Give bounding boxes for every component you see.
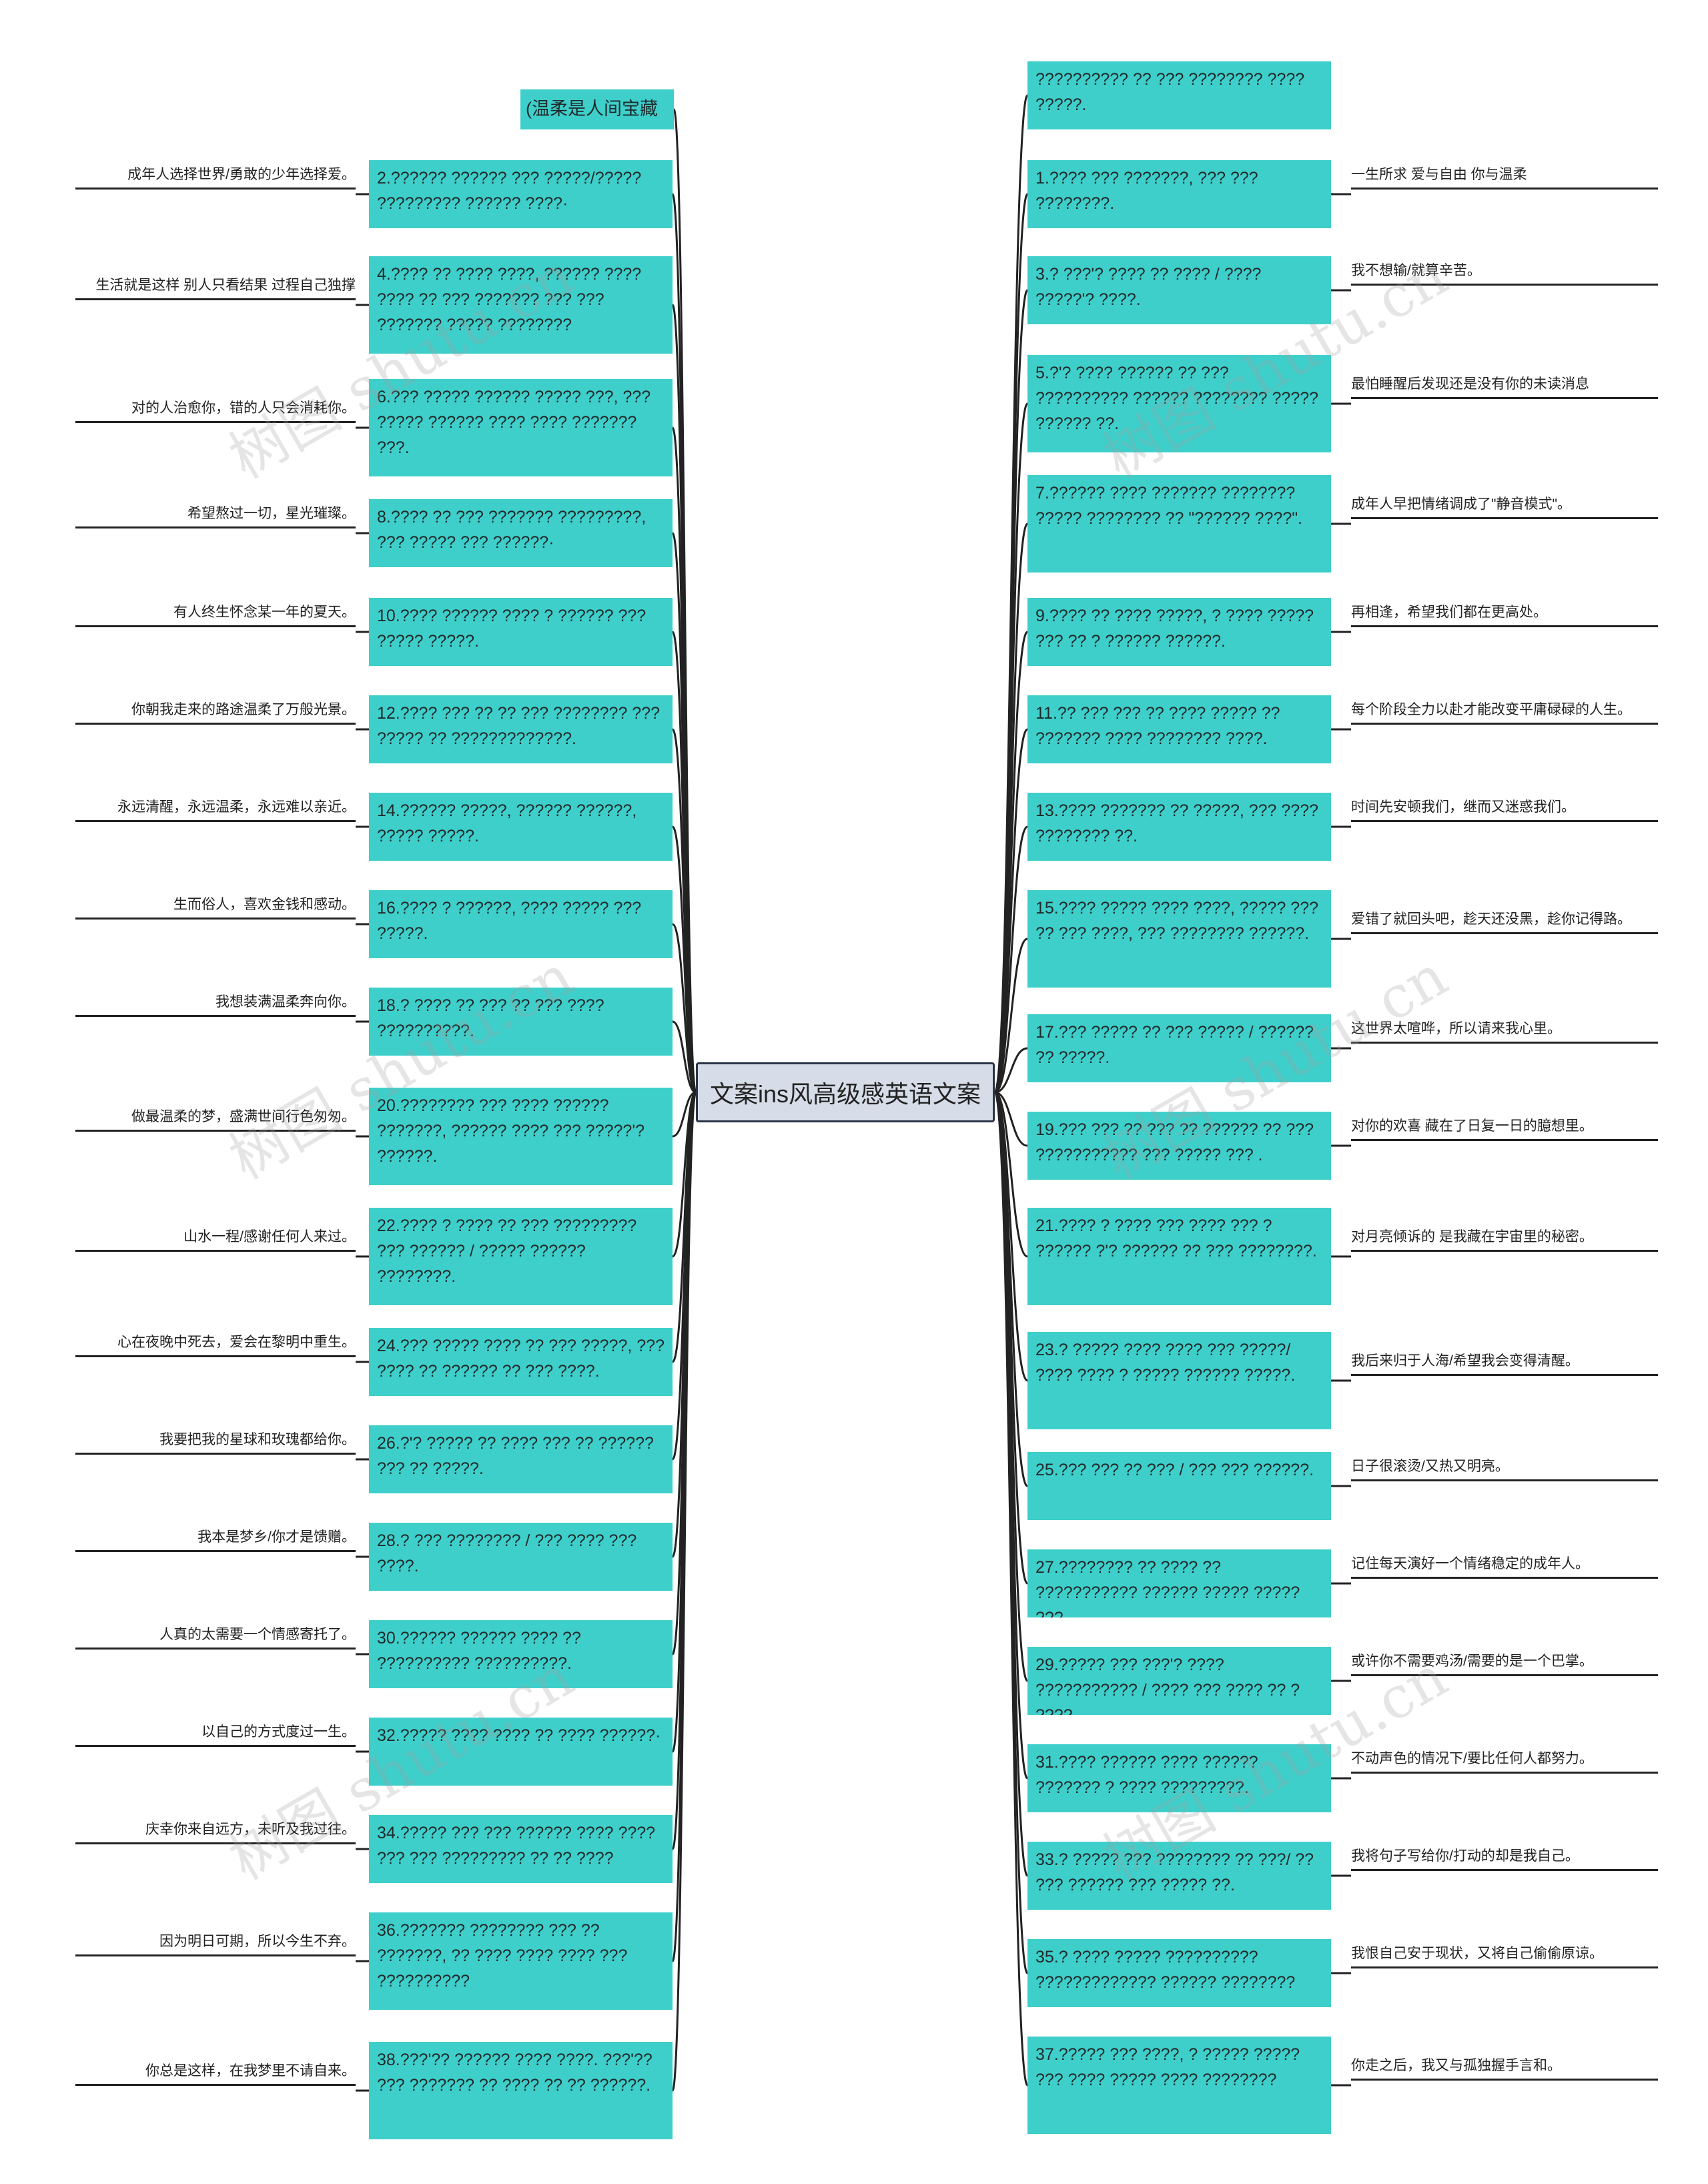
branch-node[interactable]: 35.? ???? ????? ?????????? ?????????????… bbox=[1027, 1939, 1331, 2007]
leaf-text: 心在夜晚中死去，爱会在黎明中重生。 bbox=[75, 1333, 356, 1357]
leaf-text: 生活就是这样 别人只看结果 过程自己独撑 bbox=[75, 276, 356, 300]
connector-line bbox=[671, 923, 697, 1094]
connector-line bbox=[994, 1047, 1028, 1094]
leaf-text: 你总是这样，在我梦里不请自来。 bbox=[75, 2061, 356, 2086]
branch-node[interactable]: 9.???? ?? ???? ?????, ? ???? ????? ??? ?… bbox=[1027, 598, 1331, 666]
leaf-text: 生而俗人，喜欢金钱和感动。 bbox=[75, 895, 356, 920]
branch-node[interactable]: 27.???????? ?? ???? ?? ??????????? ?????… bbox=[1027, 1549, 1331, 1617]
leaf-text: 我后来归于人海/希望我会变得清醒。 bbox=[1351, 1351, 1658, 1376]
root-topic[interactable]: 文案ins风高级感英语文案 bbox=[696, 1062, 995, 1122]
branch-node[interactable]: 5.?'? ???? ?????? ?? ??? ?????????? ????… bbox=[1027, 355, 1331, 452]
leaf-text: 日子很滚烫/又热又明亮。 bbox=[1351, 1457, 1658, 1481]
connector-line bbox=[671, 1091, 697, 2092]
leaf-text: 做最温柔的梦，盛满世间行色匆匆。 bbox=[75, 1107, 356, 1132]
branch-node[interactable]: 21.???? ? ???? ??? ???? ??? ? ?????? ?'?… bbox=[1027, 1208, 1331, 1305]
leaf-text: 对你的欢喜 藏在了日复一日的臆想里。 bbox=[1351, 1116, 1658, 1141]
branch-node[interactable]: 15.???? ????? ???? ????, ????? ??? ?? ??… bbox=[1027, 890, 1331, 988]
branch-node[interactable]: 1.???? ??? ???????, ??? ??? ????????. bbox=[1027, 160, 1331, 228]
leaf-text: 不动声色的情况下/要比任何人都努力。 bbox=[1351, 1749, 1658, 1774]
leaf-text: 我本是梦乡/你才是馈赠。 bbox=[75, 1527, 356, 1552]
connector-line bbox=[994, 1091, 1028, 1147]
connector-line bbox=[671, 825, 697, 1094]
branch-node[interactable]: 28.? ??? ???????? / ??? ???? ??? ????. bbox=[369, 1523, 673, 1591]
leaf-text: 成年人选择世界/勇敢的少年选择爱。 bbox=[75, 165, 356, 190]
connector-line bbox=[994, 1091, 1028, 1258]
leaf-text: 你朝我走来的路途温柔了万般光景。 bbox=[75, 700, 356, 725]
leaf-text: 成年人早把情绪调成了"静音模式"。 bbox=[1351, 494, 1658, 519]
leaf-text: 庆幸你来自远方，未听及我过往。 bbox=[75, 1820, 356, 1844]
leaf-text: 人真的太需要一个情感寄托了。 bbox=[75, 1625, 356, 1650]
leaf-text: 山水一程/感谢任何人来过。 bbox=[75, 1227, 356, 1252]
branch-node[interactable]: 6.??? ????? ?????? ????? ???, ??? ????? … bbox=[369, 379, 673, 476]
leaf-text: 时间先安顿我们，继而又迷惑我们。 bbox=[1351, 797, 1658, 822]
leaf-text: 我要把我的星球和玫瑰都给你。 bbox=[75, 1430, 356, 1455]
connector-line bbox=[993, 728, 1029, 1094]
branch-node[interactable]: 29.????? ??? ???'? ???? ??????????? / ??… bbox=[1027, 1647, 1331, 1715]
leaf-text: 记住每天演好一个情绪稳定的成年人。 bbox=[1351, 1554, 1658, 1579]
connector-line bbox=[994, 825, 1028, 1094]
connector-line bbox=[672, 1091, 697, 1138]
branch-node[interactable]: 14.?????? ?????, ?????? ??????, ????? ??… bbox=[369, 793, 673, 861]
branch-node[interactable]: 38.???'?? ?????? ???? ????. ???'?? ??? ?… bbox=[369, 2042, 673, 2139]
leaf-text: 一生所求 爱与自由 你与温柔 bbox=[1351, 165, 1658, 190]
leaf-text: 或许你不需要鸡汤/需要的是一个巴掌。 bbox=[1351, 1652, 1658, 1676]
branch-node[interactable]: 22.???? ? ???? ?? ??? ????????? ??? ????… bbox=[369, 1208, 673, 1305]
connector-line bbox=[993, 1091, 1029, 1780]
branch-node[interactable]: 30.?????? ?????? ???? ?? ?????????? ????… bbox=[369, 1620, 673, 1688]
branch-node[interactable]: 4.???? ?? ???? ????, ?????? ???? ???? ??… bbox=[369, 256, 673, 354]
branch-node[interactable]: 10.???? ?????? ???? ? ?????? ??? ????? ?… bbox=[369, 598, 673, 666]
leaf-text: 每个阶段全力以赴才能改变平庸碌碌的人生。 bbox=[1351, 700, 1658, 725]
leaf-text: 有人终生怀念某一年的夏天。 bbox=[75, 603, 356, 627]
leaf-text: 以自己的方式度过一生。 bbox=[75, 1722, 356, 1747]
branch-node-label[interactable]: ?????????? ?? ??? ???????? ???? ?????. bbox=[1027, 61, 1331, 129]
branch-node[interactable]: 26.?'? ????? ?? ???? ??? ?? ?????? ??? ?… bbox=[369, 1425, 673, 1493]
leaf-text: 爱错了就回头吧，趁天还没黑，趁你记得路。 bbox=[1351, 909, 1658, 934]
leaf-text: 对的人治愈你，错的人只会消耗你。 bbox=[75, 398, 356, 423]
leaf-text: 因为明日可期，所以今生不弃。 bbox=[75, 1932, 356, 1956]
branch-node[interactable]: 34.????? ??? ??? ?????? ???? ???? ??? ??… bbox=[369, 1815, 673, 1883]
branch-node[interactable]: 16.???? ? ??????, ???? ????? ??? ?????. bbox=[369, 890, 673, 958]
branch-node[interactable]: 37.????? ??? ????, ? ????? ????? ??? ???… bbox=[1027, 2037, 1331, 2134]
leaf-text: 我将句子写给你/打动的却是我自己。 bbox=[1351, 1846, 1658, 1871]
branch-node[interactable]: 19.??? ??? ?? ??? ?? ?????? ?? ??? ?????… bbox=[1027, 1112, 1331, 1180]
leaf-text: 这世界太喧哗，所以请来我心里。 bbox=[1351, 1019, 1658, 1044]
branch-node[interactable]: 18.? ???? ?? ??? ?? ??? ???? ??????????. bbox=[369, 988, 673, 1056]
branch-node[interactable]: 12.???? ??? ?? ?? ??? ???????? ??? ?????… bbox=[369, 695, 673, 763]
branch-node-label[interactable]: (温柔是人间宝藏 bbox=[520, 89, 674, 129]
leaf-text: 我想装满温柔奔向你。 bbox=[75, 992, 356, 1017]
leaf-text: 对月亮倾诉的 是我藏在宇宙里的秘密。 bbox=[1351, 1227, 1658, 1252]
connector-line bbox=[672, 1020, 697, 1094]
branch-node[interactable]: 3.? ???'? ???? ?? ???? / ???? ?????'? ??… bbox=[1027, 256, 1331, 324]
leaf-text: 再相逢，希望我们都在更高处。 bbox=[1351, 603, 1658, 627]
branch-node[interactable]: 8.???? ?? ??? ??????? ?????????, ??? ???… bbox=[369, 499, 673, 567]
connector-line bbox=[993, 402, 1029, 1094]
branch-node[interactable]: 2.?????? ?????? ??? ?????/????? ????????… bbox=[369, 160, 673, 228]
branch-node[interactable]: 31.???? ?????? ???? ?????? ??????? ? ???… bbox=[1027, 1744, 1331, 1812]
branch-node[interactable]: 36.??????? ???????? ??? ?? ???????, ?? ?… bbox=[369, 1912, 673, 2010]
leaf-text: 永远清醒，永远温柔，永远难以亲近。 bbox=[75, 797, 356, 822]
branch-node[interactable]: 32.????? ???? ???? ?? ???? ??????· bbox=[369, 1718, 673, 1786]
branch-node[interactable]: 25.??? ??? ?? ??? / ??? ??? ??????. bbox=[1027, 1452, 1331, 1520]
branch-node[interactable]: 11.?? ??? ??? ?? ???? ????? ?? ??????? ?… bbox=[1027, 695, 1331, 763]
leaf-text: 我不想输/就算辛苦。 bbox=[1351, 261, 1658, 286]
leaf-text: 希望熬过一切，星光璀璨。 bbox=[75, 504, 356, 528]
branch-node[interactable]: 24.??? ????? ???? ?? ??? ?????, ??? ????… bbox=[369, 1328, 673, 1396]
branch-node[interactable]: 20.???????? ??? ???? ?????? ???????, ???… bbox=[369, 1088, 673, 1185]
branch-node[interactable]: 7.?????? ???? ??????? ???????? ????? ???… bbox=[1027, 475, 1331, 573]
leaf-text: 你走之后，我又与孤独握手言和。 bbox=[1351, 2056, 1658, 2081]
connector-line bbox=[993, 1091, 1029, 2087]
branch-node[interactable]: 13.???? ??????? ?? ?????, ??? ???? ?????… bbox=[1027, 793, 1331, 861]
branch-node[interactable]: 33.? ????? ??? ???????? ?? ???/ ?? ??? ?… bbox=[1027, 1842, 1331, 1910]
leaf-text: 最怕睡醒后发现还是没有你的未读消息 bbox=[1351, 374, 1658, 399]
connector-line bbox=[994, 938, 1028, 1094]
branch-node[interactable]: 17.??? ????? ?? ??? ????? / ?????? ?? ??… bbox=[1027, 1014, 1331, 1082]
branch-node[interactable]: 23.? ????? ???? ???? ??? ?????/ ???? ???… bbox=[1027, 1332, 1331, 1429]
leaf-text: 我恨自己安于现状，又将自己偷偷原谅。 bbox=[1351, 1944, 1658, 1968]
